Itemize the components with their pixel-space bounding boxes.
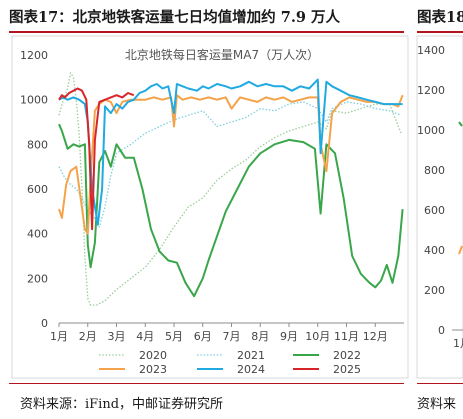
next-y-tick-label: 400 [424,244,445,257]
series-line-2024 [58,78,403,226]
x-tick-label: 11月 [334,330,359,343]
next-source-rule [417,383,463,384]
series-line-2023 [58,94,404,235]
next-y-tick-label: 800 [424,164,445,177]
x-tick-label: 4月 [136,330,154,343]
x-tick-label: 7月 [223,330,241,343]
x-tick-label: 9月 [280,330,298,343]
next-title-rule [417,31,463,33]
plot-border [11,35,409,379]
y-tick-label: 600 [27,183,48,196]
y-tick-label: 800 [27,138,48,151]
next-series-line [458,121,463,127]
figure-title: 图表17：北京地铁客运量七日均值增加约 7.9 万人 [9,9,340,26]
y-tick-label: 200 [27,272,48,285]
title-rule [9,31,404,33]
x-tick-label: 2月 [79,330,97,343]
next-chart-border [416,35,463,379]
legend: 2020 2021 2022 2023 2024 2025 [99,349,361,376]
y-tick-label: 0 [41,317,48,330]
x-tick-label: 12月 [363,330,388,343]
legend-label-2022: 2022 [333,349,361,362]
x-tick-label: 8月 [251,330,269,343]
source-rule [9,383,404,384]
series-line-2025 [58,87,135,231]
series-line-2022 [58,123,404,298]
next-y-tick-label: 0 [438,324,445,337]
y-tick-label: 400 [27,228,48,241]
next-y-tick-label: 600 [424,204,445,217]
x-tick-label: 1月 [50,330,68,343]
next-figure-title: 图表18 [417,9,463,26]
x-tick-label: 6月 [194,330,212,343]
x-tick-label: 5月 [165,330,183,343]
series-line-2021 [58,101,402,228]
next-series-line [458,245,463,255]
chart-title: 北京地铁每日客运量MA7（万人次） [125,47,319,62]
y-tick-label: 1200 [20,49,48,62]
next-series-group [458,121,463,255]
x-tick-label: 10月 [305,330,330,343]
x-tick-label: 3月 [108,330,126,343]
next-source-note: 资料来 [417,397,457,412]
main-series-group [58,72,404,306]
next-y-tick-label: 200 [424,284,445,297]
next-y-tick-label: 1400 [417,44,445,57]
next-y-tick-label: 1000 [417,124,445,137]
next-axes: 0 200 400 600 800 1000 1200 1400 1月 [417,44,463,350]
y-tick-label: 1000 [20,94,48,107]
next-y-tick-label: 1200 [417,84,445,97]
source-note: 资料来源：iFind，中邮证券研究所 [20,397,224,412]
legend-label-2025: 2025 [333,363,361,376]
main-axes: 0 200 400 600 800 1000 1200 1月 2月 3月 4月 5月 6月 7月 8月 9月 1… [20,49,404,343]
legend-label-2021: 2021 [237,349,265,362]
next-x-tick-label: 1月 [453,337,463,350]
legend-label-2024: 2024 [237,363,265,376]
legend-label-2023: 2023 [139,363,167,376]
legend-label-2020: 2020 [139,349,167,362]
series-line-2020 [58,72,402,306]
